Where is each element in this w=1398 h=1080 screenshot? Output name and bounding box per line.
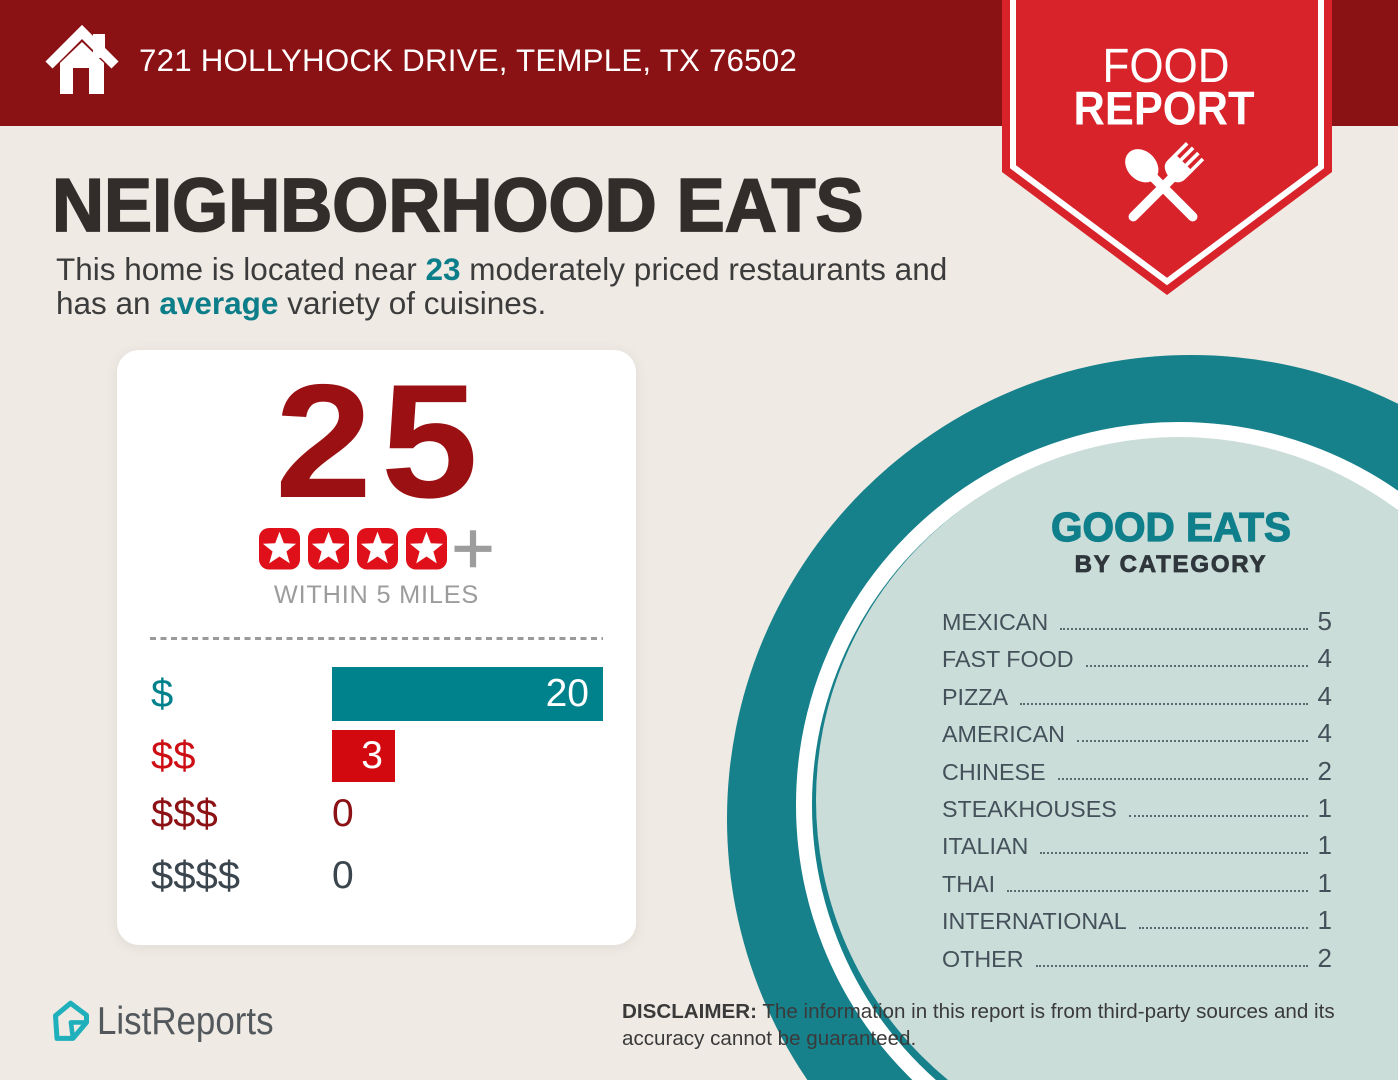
svg-text:REPORT: REPORT	[1074, 82, 1255, 135]
svg-text:FOOD: FOOD	[1103, 40, 1230, 93]
